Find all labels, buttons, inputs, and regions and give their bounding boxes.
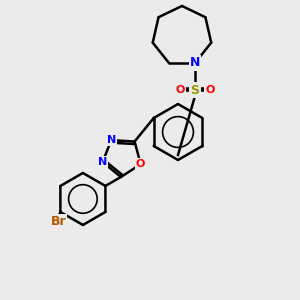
Text: S: S <box>190 83 200 97</box>
Text: O: O <box>136 159 145 169</box>
Text: Br: Br <box>51 215 66 229</box>
Text: O: O <box>175 85 185 95</box>
Text: N: N <box>98 157 107 167</box>
Text: O: O <box>205 85 215 95</box>
Text: N: N <box>190 56 200 70</box>
Text: N: N <box>106 135 116 145</box>
